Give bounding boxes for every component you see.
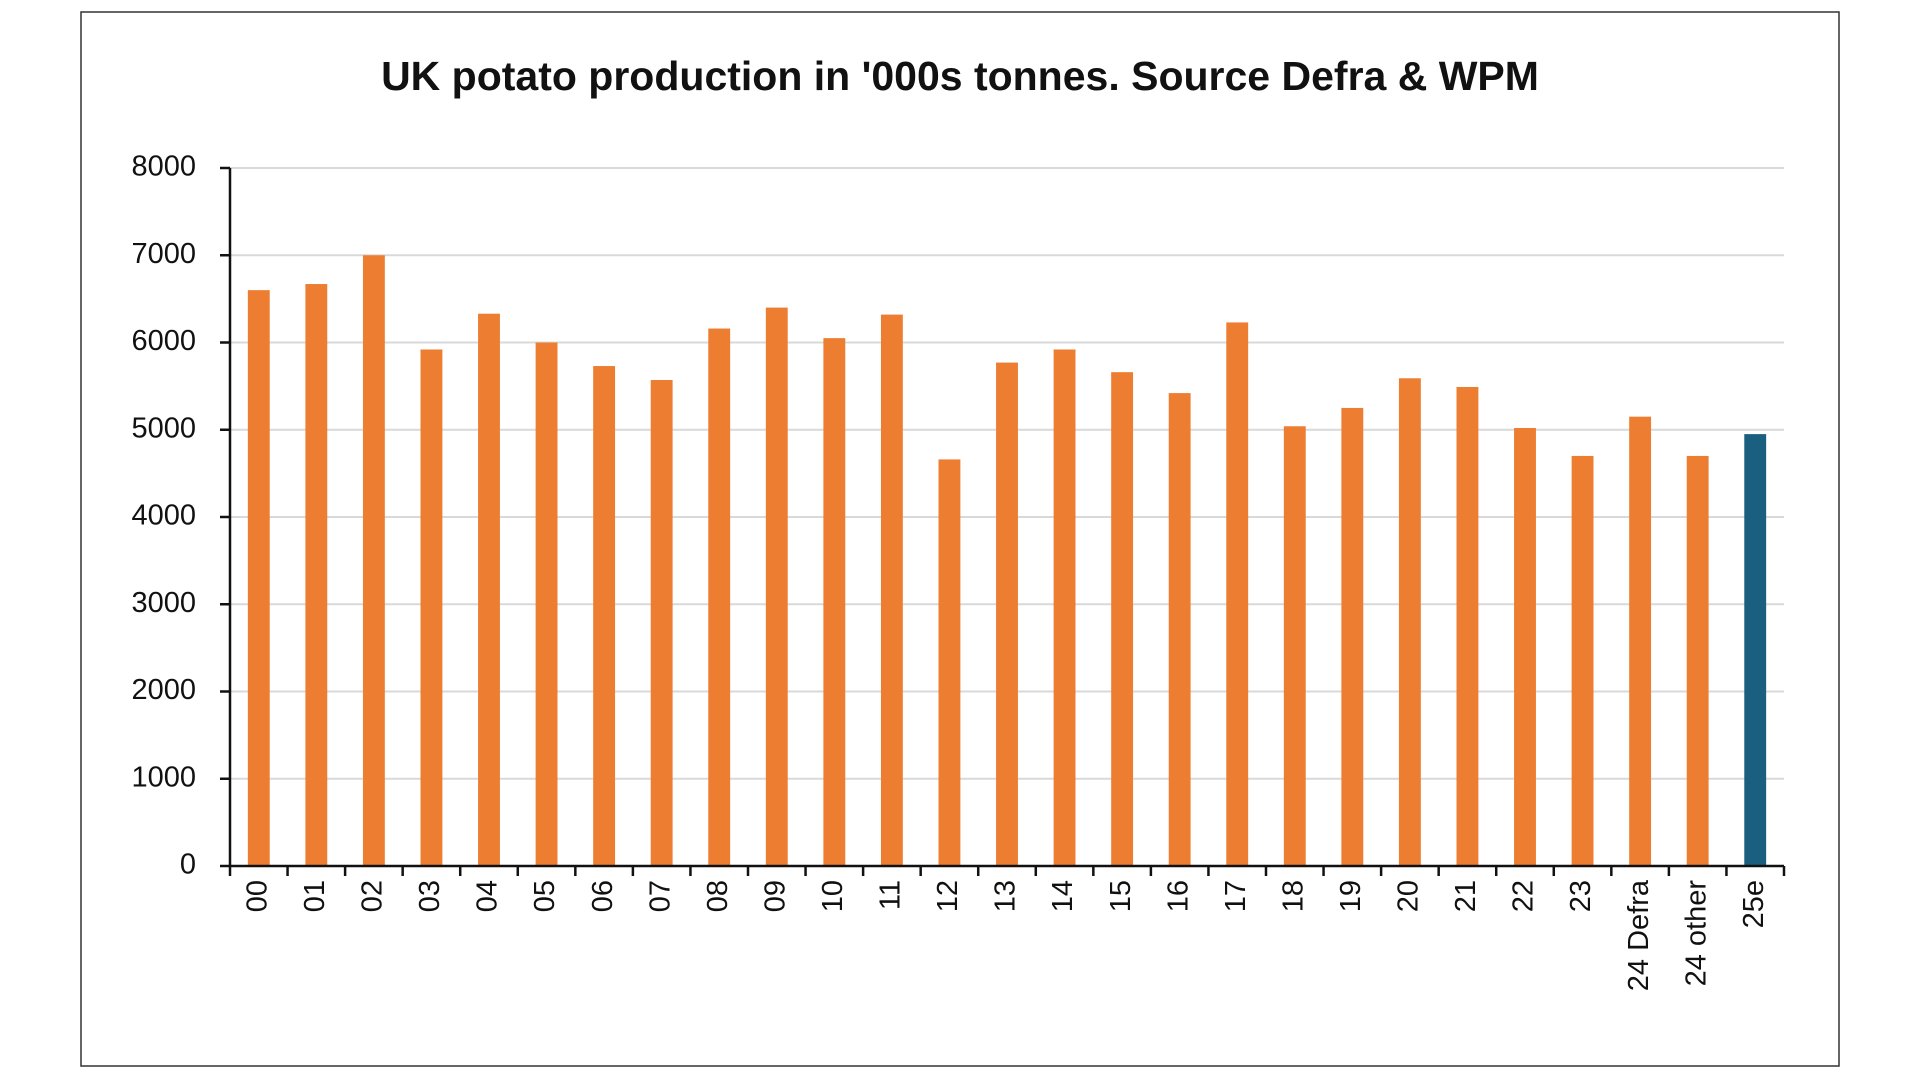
bar	[880, 314, 903, 867]
bar	[1514, 428, 1536, 866]
bar	[1571, 455, 1594, 866]
bar	[708, 328, 731, 866]
x-tick-label: 14	[1047, 880, 1079, 912]
bar	[1456, 386, 1479, 866]
bar	[535, 342, 558, 866]
bar	[420, 349, 443, 867]
x-tick-label: 06	[587, 880, 619, 912]
x-tick-label: 19	[1335, 880, 1367, 912]
x-tick-label: 11	[875, 880, 907, 910]
x-tick-label: 24 Defra	[1623, 879, 1655, 991]
bar	[996, 362, 1018, 866]
bar	[1283, 426, 1306, 866]
x-tick-label: 05	[529, 880, 561, 912]
x-tick-label: 02	[357, 880, 389, 912]
x-tick-label: 20	[1393, 880, 1425, 912]
bar	[478, 313, 500, 866]
bar	[1168, 393, 1191, 866]
y-tick-label: 7000	[131, 238, 196, 270]
bar	[1053, 349, 1076, 867]
bar	[938, 459, 961, 866]
y-tick-label: 0	[180, 849, 196, 881]
y-tick-label: 2000	[131, 674, 196, 706]
bar	[362, 255, 385, 866]
x-tick-label: 18	[1277, 880, 1309, 912]
x-tick-label: 03	[414, 880, 446, 912]
bar	[1744, 434, 1767, 866]
x-tick-label: 16	[1162, 880, 1194, 912]
x-tick-label: 00	[241, 880, 273, 912]
bar	[247, 290, 270, 866]
x-tick-label: 22	[1508, 880, 1540, 912]
x-tick-label: 15	[1105, 880, 1137, 912]
x-tick-label: 13	[990, 880, 1022, 912]
bar	[1398, 378, 1421, 866]
x-tick-label: 10	[817, 880, 849, 912]
bar	[765, 307, 788, 867]
y-tick-label: 4000	[131, 500, 196, 532]
y-tick-label: 5000	[131, 412, 196, 444]
bar	[1226, 322, 1249, 866]
bar	[593, 366, 616, 866]
bar	[1686, 455, 1709, 866]
x-tick-label: 07	[644, 880, 676, 912]
bar	[1629, 416, 1652, 866]
bar	[305, 284, 328, 867]
x-tick-label: 04	[472, 880, 504, 912]
x-tick-label: 12	[932, 880, 964, 912]
x-tick-label: 23	[1565, 880, 1597, 912]
y-tick-label: 6000	[131, 325, 196, 357]
bar	[1341, 407, 1364, 866]
chart-title: UK potato production in '000s tonnes. So…	[381, 53, 1539, 99]
x-tick-label: 17	[1220, 880, 1252, 912]
x-tick-label: 21	[1450, 880, 1482, 912]
y-tick-label: 8000	[131, 151, 196, 183]
y-tick-label: 3000	[131, 587, 196, 619]
bar	[1111, 372, 1134, 866]
x-tick-label: 01	[299, 880, 331, 912]
bar	[650, 380, 673, 866]
x-tick-label: 09	[759, 880, 791, 912]
x-tick-label: 25e	[1738, 880, 1770, 928]
y-tick-label: 1000	[131, 761, 196, 793]
bar	[823, 338, 846, 866]
x-tick-label: 08	[702, 880, 734, 912]
x-tick-label: 24 other	[1680, 880, 1712, 987]
